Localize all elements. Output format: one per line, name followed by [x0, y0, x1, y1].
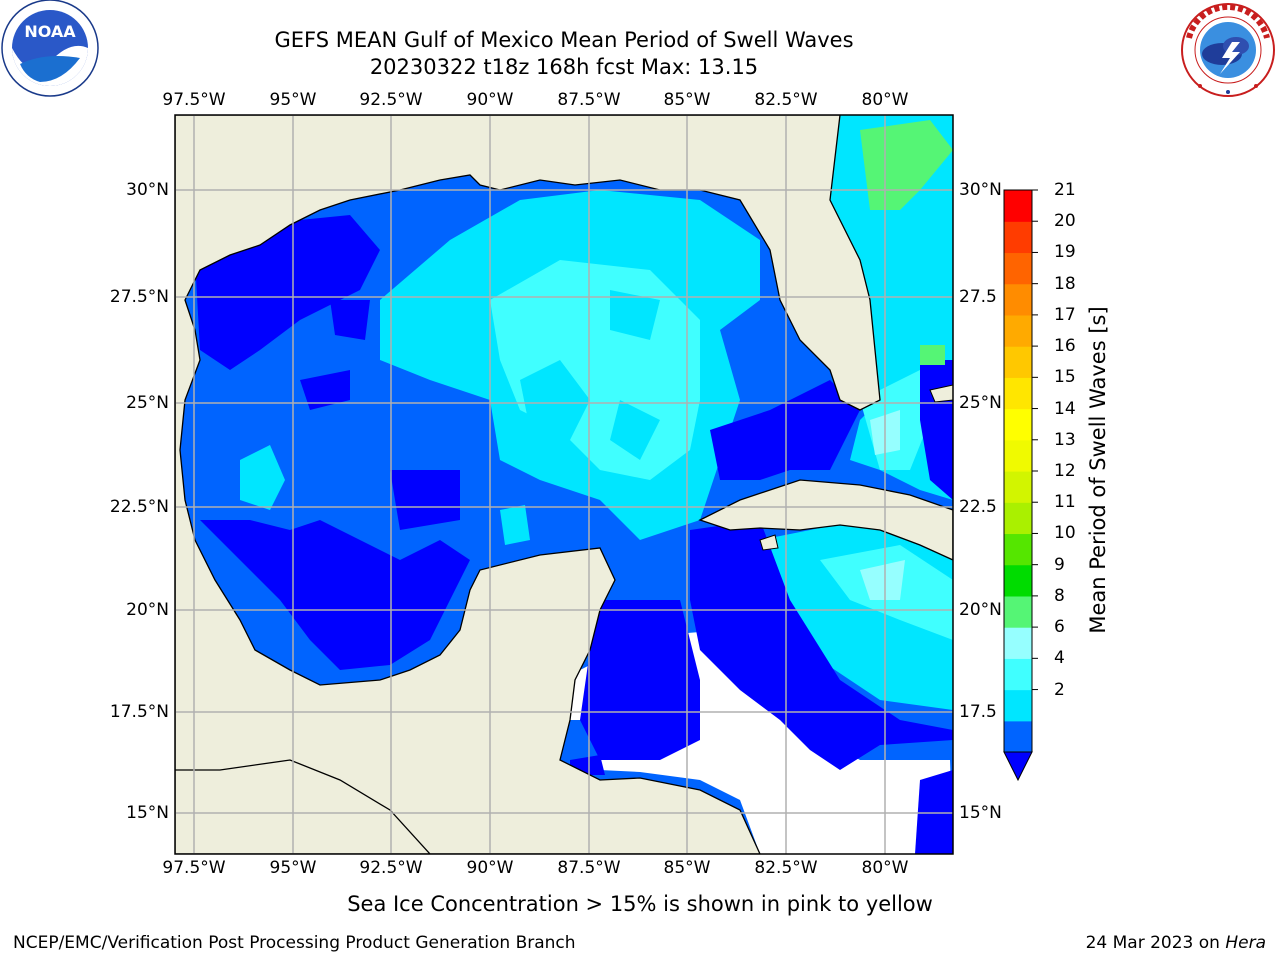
lat-label-right: 15°N	[959, 803, 1002, 823]
lat-label-left: 25°N	[126, 393, 169, 413]
lat-label-right: 17.5	[959, 702, 997, 722]
colorbar-segment	[1004, 595, 1032, 628]
colorbar-tick-label: 9	[1054, 554, 1065, 575]
colorbar-tick-label: 16	[1054, 336, 1076, 357]
colorbar-tick-label: 10	[1054, 523, 1076, 544]
colorbar-segment	[1004, 502, 1032, 535]
lon-label-top: 80°W	[861, 90, 909, 110]
chart-subtitle: 20230322 t18z 168h fcst Max: 13.15	[369, 55, 759, 79]
map-area	[175, 115, 953, 854]
lon-label-top: 82.5°W	[754, 90, 818, 110]
colorbar-label: Mean Period of Swell Waves [s]	[1086, 306, 1110, 634]
colorbar-segment	[1004, 471, 1032, 503]
lon-label-top: 85°W	[663, 90, 711, 110]
lat-label-right: 22.5	[959, 497, 997, 517]
colorbar-tick-label: 14	[1054, 398, 1076, 419]
colorbar-segment	[1004, 627, 1032, 659]
nws-logo-icon	[1181, 3, 1275, 97]
colorbar-segment	[1004, 689, 1032, 722]
colorbar-segment	[1004, 314, 1032, 347]
lat-label-left: 22.5°N	[109, 497, 169, 517]
lat-label-left: 15°N	[126, 803, 169, 823]
lon-label-bottom: 97.5°W	[162, 858, 226, 878]
colorbar-tick-label: 2	[1054, 679, 1065, 700]
colorbar-segment	[1004, 190, 1032, 222]
colorbar-segment	[1004, 377, 1032, 410]
lon-label-bottom: 82.5°W	[754, 858, 818, 878]
lon-label-top: 95°W	[269, 90, 317, 110]
noaa-logo-text: NOAA	[24, 22, 76, 41]
lon-label-bottom: 92.5°W	[359, 858, 423, 878]
lon-label-bottom: 80°W	[861, 858, 909, 878]
chart-title: GEFS MEAN Gulf of Mexico Mean Period of …	[274, 28, 854, 52]
colorbar-segment	[1004, 408, 1032, 441]
colorbar-tick-label: 13	[1054, 429, 1076, 450]
colorbar-tick-label: 20	[1054, 211, 1076, 232]
colorbar-tick-label: 6	[1054, 617, 1065, 638]
colorbar-tick-label: 11	[1054, 492, 1076, 513]
lat-label-left: 20°N	[126, 600, 169, 620]
lat-label-left: 30°N	[126, 180, 169, 200]
colorbar-segment	[1004, 346, 1032, 378]
lon-label-top: 97.5°W	[162, 90, 226, 110]
lat-label-right: 27.5	[959, 287, 997, 307]
colorbar-tick-label: 18	[1054, 273, 1076, 294]
lat-label-right: 25°N	[959, 393, 1002, 413]
colorbar-segment	[1004, 564, 1032, 597]
lon-label-bottom: 85°W	[663, 858, 711, 878]
colorbar-segment	[1004, 658, 1032, 691]
lon-label-bottom: 90°W	[466, 858, 514, 878]
colorbar-segment	[1004, 533, 1032, 566]
colorbar-segment	[1004, 439, 1032, 472]
colorbar	[1003, 189, 1038, 782]
graticule	[175, 115, 953, 854]
lat-label-left: 27.5°N	[109, 287, 169, 307]
colorbar-tick-label: 19	[1054, 242, 1076, 263]
lon-label-bottom: 95°W	[269, 858, 317, 878]
lon-label-top: 90°W	[466, 90, 514, 110]
colorbar-tick-label: 15	[1054, 367, 1076, 388]
colorbar-tick-label: 12	[1054, 461, 1076, 481]
credit-text: NCEP/EMC/Verification Post Processing Pr…	[13, 933, 576, 953]
colorbar-segment	[1004, 221, 1032, 254]
colorbar-tick-label: 8	[1054, 585, 1065, 606]
noaa-logo-icon: NOAA	[1, 0, 99, 97]
lat-label-right: 30°N	[959, 180, 1002, 200]
lon-label-top: 92.5°W	[359, 90, 423, 110]
sea-ice-note: Sea Ice Concentration > 15% is shown in …	[347, 892, 933, 916]
machine-name: Hera	[1225, 933, 1266, 953]
colorbar-tick-label: 4	[1054, 648, 1065, 669]
date-text: 24 Mar 2023 on Hera	[1086, 933, 1266, 953]
colorbar-tick-label: 21	[1054, 180, 1076, 200]
colorbar-extend	[1003, 751, 1033, 782]
colorbar-segment	[1004, 283, 1032, 316]
map-frame	[174, 114, 954, 855]
lat-label-right: 20°N	[959, 600, 1002, 620]
lat-label-left: 17.5°N	[109, 702, 169, 722]
colorbar-segment	[1004, 252, 1032, 285]
date-value: 24 Mar 2023 on	[1085, 933, 1220, 953]
lon-label-top: 87.5°W	[557, 90, 621, 110]
colorbar-segment	[1004, 720, 1032, 753]
colorbar-tick-label: 17	[1054, 304, 1076, 325]
lon-label-bottom: 87.5°W	[557, 858, 621, 878]
